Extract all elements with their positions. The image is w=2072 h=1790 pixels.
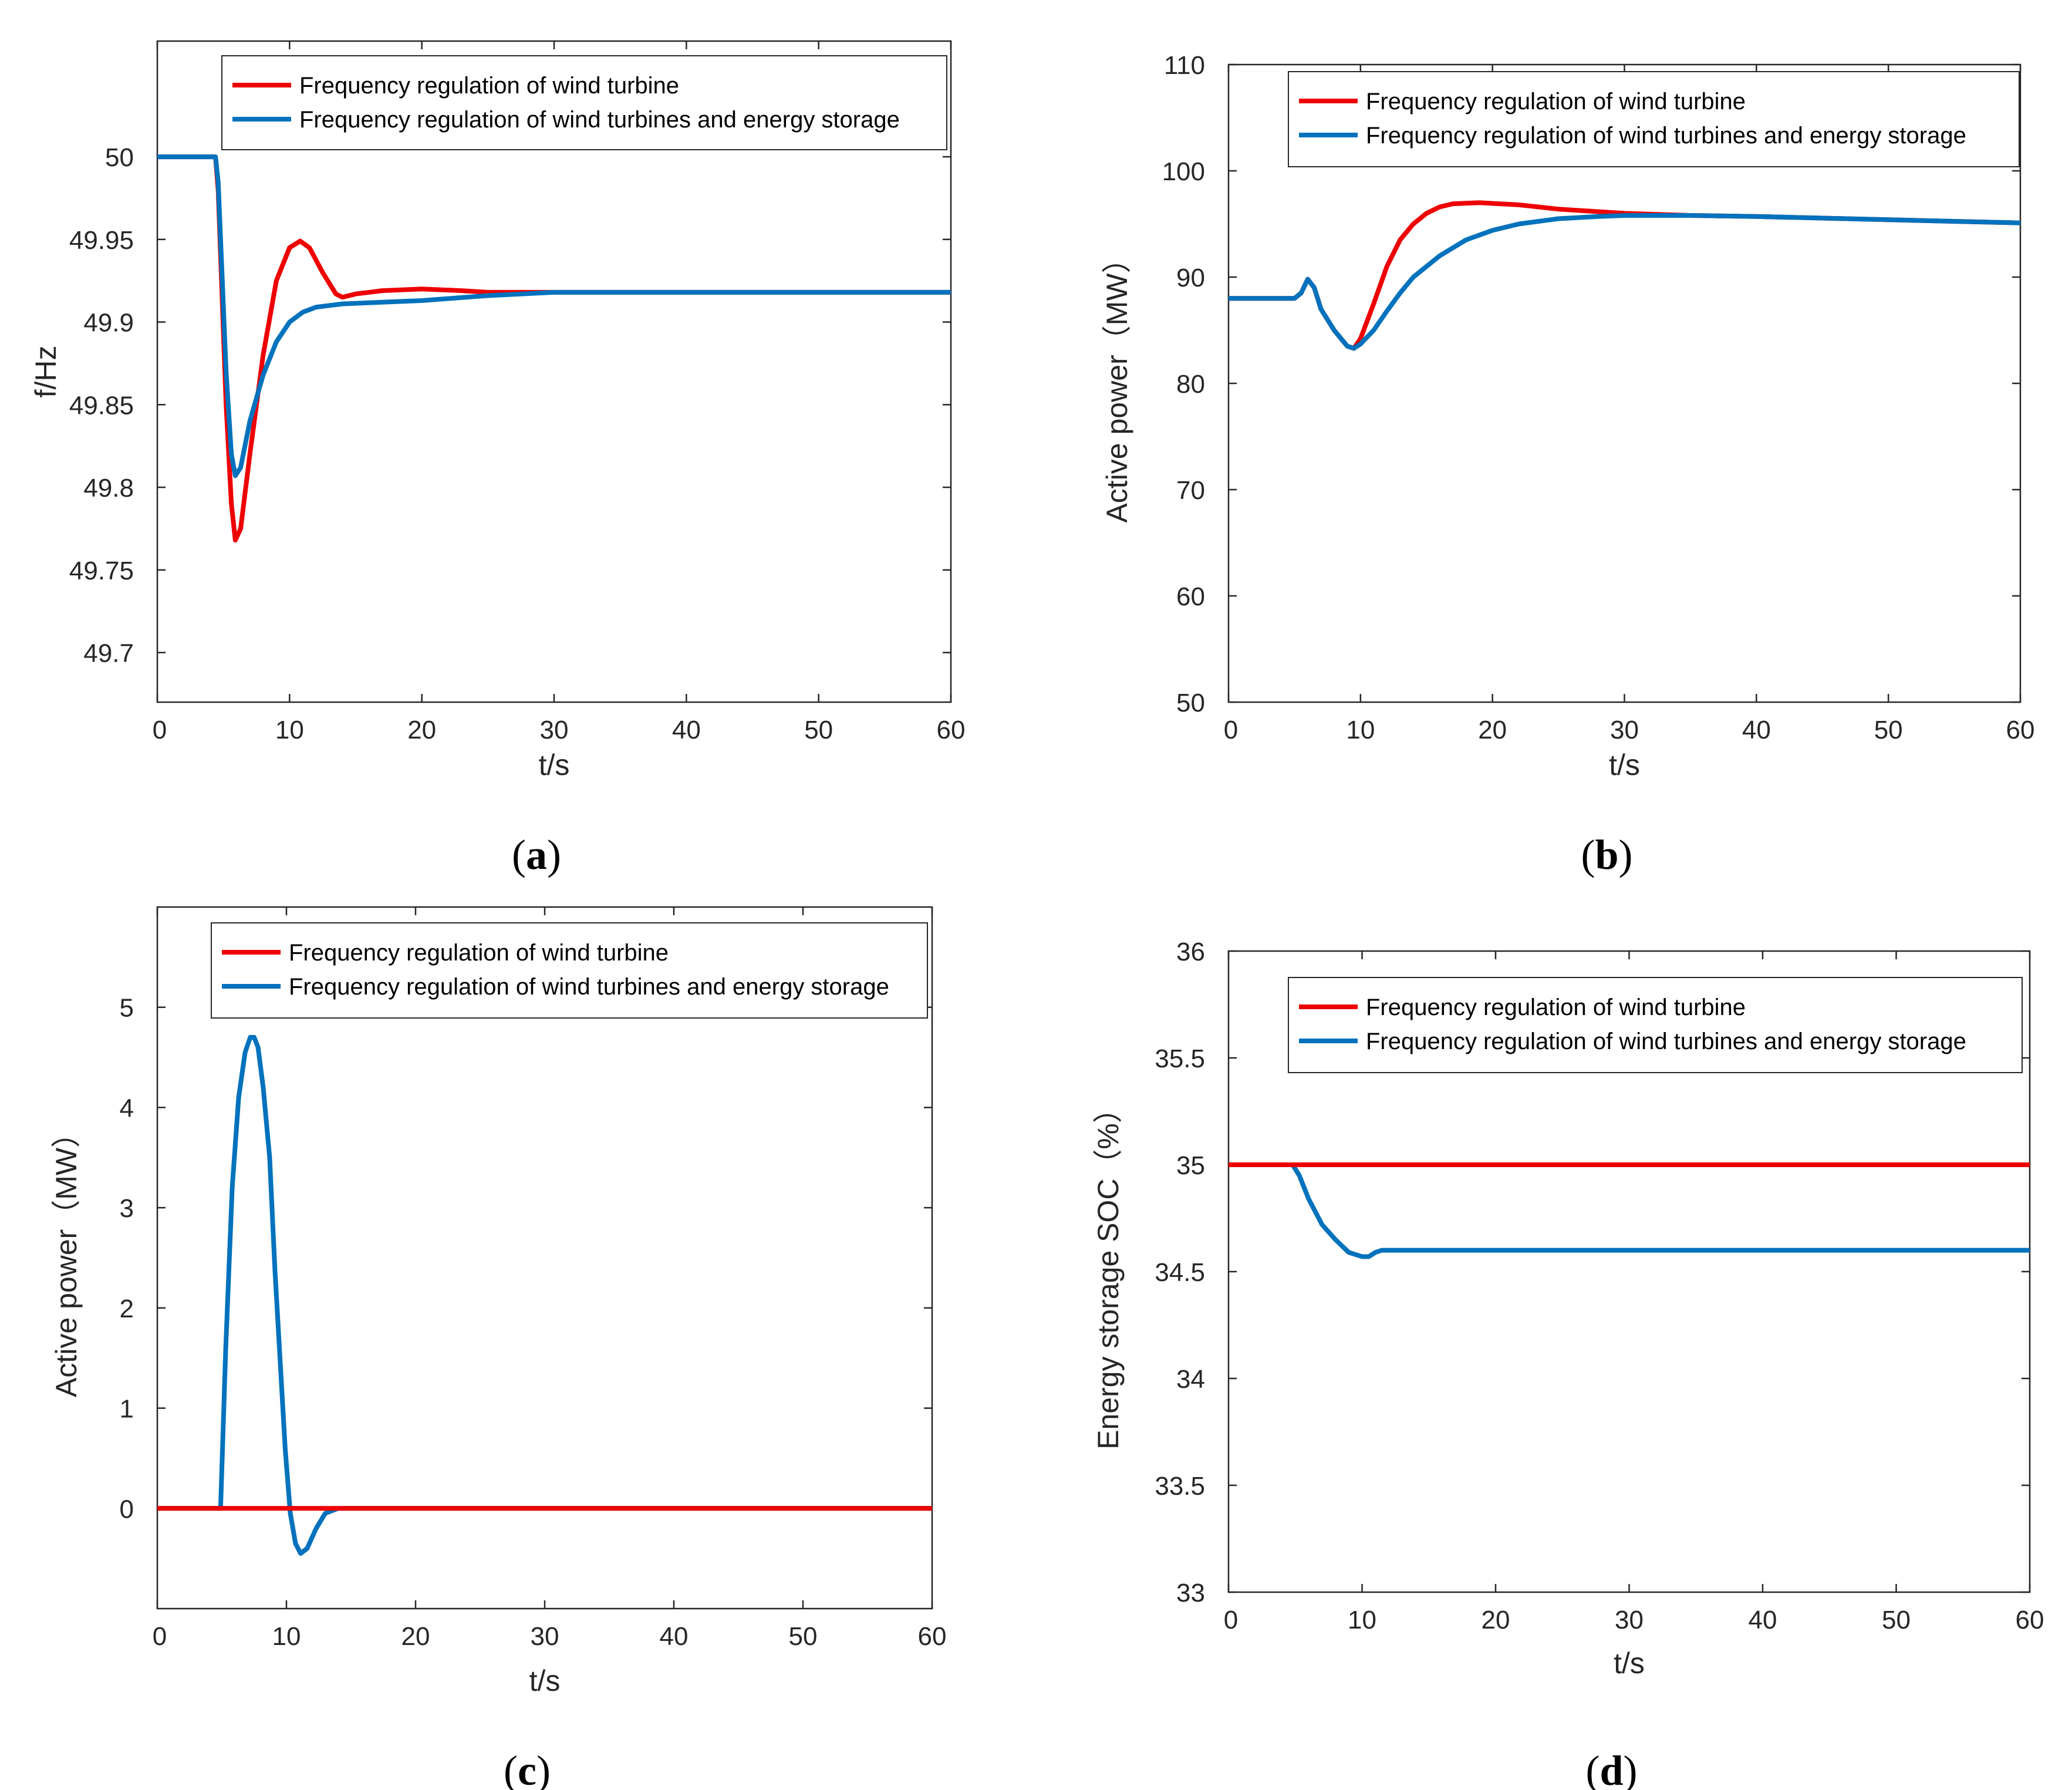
x-tick-label: 0 bbox=[153, 1622, 167, 1651]
panel-caption: (c) bbox=[504, 1747, 551, 1790]
x-tick-label: 40 bbox=[1749, 1606, 1777, 1634]
y-tick-label: 1 bbox=[120, 1395, 134, 1424]
chart-c: 0 10 20 30 40 50 60 0 1 2 3 4 5 t/s Active power（MW） Fr… bbox=[50, 906, 947, 1790]
y-tick-label: 49.7 bbox=[83, 639, 134, 668]
y-tick-label: 50 bbox=[1176, 689, 1205, 717]
legend-label-storage: Frequency regulation of wind turbines an… bbox=[1366, 123, 1966, 149]
series-line-storage bbox=[1229, 1162, 2030, 1259]
x-tick-label: 50 bbox=[789, 1622, 818, 1651]
x-tick-label: 60 bbox=[2006, 716, 2035, 744]
legend-label-wind: Frequency regulation of wind turbine bbox=[299, 73, 679, 99]
series-line-wind bbox=[157, 154, 951, 543]
y-tick-label: 90 bbox=[1176, 264, 1205, 292]
y-tick-label: 49.9 bbox=[83, 309, 134, 338]
series-group bbox=[1229, 1162, 2030, 1259]
legend-label-storage: Frequency regulation of wind turbines an… bbox=[1366, 1029, 1966, 1054]
x-tick-label: 0 bbox=[153, 716, 167, 744]
y-axis-label: Energy storage SOC（%） bbox=[1092, 1094, 1125, 1449]
y-tick-label: 60 bbox=[1176, 582, 1205, 611]
legend: Frequency regulation of wind turbine Freq… bbox=[1288, 977, 2023, 1073]
legend-label-wind: Frequency regulation of wind turbine bbox=[1366, 89, 1746, 114]
series-line-wind bbox=[1229, 200, 2020, 351]
legend-box bbox=[1288, 977, 2023, 1073]
legend: Frequency regulation of wind turbine Freq… bbox=[221, 55, 947, 150]
x-tick-label: 20 bbox=[1478, 716, 1507, 744]
y-tick-label: 35 bbox=[1176, 1151, 1205, 1180]
x-tick-label: 40 bbox=[660, 1622, 689, 1651]
series-line-storage bbox=[1229, 213, 2020, 351]
chart-a: 0 10 20 30 40 50 60 49.7 49.75 49.8 49.85 49.9 49.95… bbox=[29, 40, 966, 878]
x-tick-label: 60 bbox=[937, 716, 966, 744]
x-tick-label: 60 bbox=[918, 1622, 947, 1651]
y-tick-label: 49.8 bbox=[83, 474, 134, 503]
panel-caption: (b) bbox=[1581, 831, 1632, 878]
x-tick-label: 30 bbox=[540, 716, 569, 744]
series-group bbox=[157, 1034, 932, 1556]
legend-label-wind: Frequency regulation of wind turbine bbox=[1366, 995, 1746, 1020]
x-tick-label: 10 bbox=[272, 1622, 301, 1651]
x-tick-label: 10 bbox=[1346, 716, 1375, 744]
y-tick-label: 33.5 bbox=[1155, 1472, 1205, 1501]
y-tick-label: 49.95 bbox=[69, 226, 134, 255]
legend-label-storage: Frequency regulation of wind turbines an… bbox=[299, 107, 900, 133]
y-tick-label: 110 bbox=[1164, 51, 1205, 80]
series-line-storage bbox=[157, 154, 951, 478]
y-axis-label: Active power（MW） bbox=[50, 1118, 83, 1397]
legend: Frequency regulation of wind turbine Freq… bbox=[1288, 71, 2020, 167]
x-tick-label: 30 bbox=[1615, 1606, 1644, 1634]
x-tick-label: 30 bbox=[1610, 716, 1639, 744]
y-tick-label: 2 bbox=[120, 1295, 134, 1323]
y-tick-label: 3 bbox=[120, 1194, 134, 1223]
y-tick-label: 33 bbox=[1176, 1579, 1205, 1607]
y-tick-label: 4 bbox=[120, 1094, 134, 1122]
y-tick-label: 70 bbox=[1176, 476, 1205, 505]
x-tick-label: 40 bbox=[1742, 716, 1771, 744]
y-tick-label: 50 bbox=[105, 143, 134, 172]
x-tick-label: 0 bbox=[1224, 1606, 1238, 1634]
x-axis-label: t/s bbox=[529, 1664, 561, 1697]
y-tick-label: 5 bbox=[120, 994, 134, 1023]
legend: Frequency regulation of wind turbine Freq… bbox=[211, 922, 928, 1019]
x-tick-label: 30 bbox=[531, 1622, 559, 1651]
x-axis-label: t/s bbox=[1609, 749, 1640, 781]
legend-label-storage: Frequency regulation of wind turbines an… bbox=[289, 974, 889, 1000]
x-tick-label: 0 bbox=[1224, 716, 1238, 744]
y-tick-label: 49.85 bbox=[69, 391, 134, 420]
legend-label-wind: Frequency regulation of wind turbine bbox=[289, 940, 669, 966]
x-tick-label: 50 bbox=[1882, 1606, 1911, 1634]
y-tick-label: 34 bbox=[1176, 1365, 1205, 1394]
x-tick-label: 60 bbox=[2016, 1606, 2044, 1634]
series-group bbox=[1229, 200, 2020, 351]
y-tick-label: 80 bbox=[1176, 370, 1205, 399]
legend-box bbox=[1288, 71, 2020, 167]
y-axis-label: Active power（MW） bbox=[1101, 244, 1133, 522]
legend-box bbox=[221, 55, 947, 150]
series-line-storage bbox=[157, 1034, 932, 1556]
y-tick-label: 100 bbox=[1162, 157, 1205, 186]
x-tick-label: 50 bbox=[1874, 716, 1903, 744]
chart-d: 0 10 20 30 40 50 60 33 33.5 34 34.5 35 35.5 36 t/s Ener… bbox=[1092, 938, 2044, 1790]
legend-box bbox=[211, 922, 928, 1019]
x-axis-label: t/s bbox=[539, 749, 570, 781]
x-tick-label: 10 bbox=[275, 716, 304, 744]
x-axis-label: t/s bbox=[1614, 1647, 1645, 1680]
x-tick-label: 20 bbox=[401, 1622, 430, 1651]
x-tick-label: 20 bbox=[407, 716, 436, 744]
x-tick-label: 50 bbox=[804, 716, 833, 744]
y-axis-label: f/Hz bbox=[29, 346, 62, 398]
series-group bbox=[157, 154, 951, 543]
x-tick-label: 40 bbox=[672, 716, 701, 744]
x-tick-label: 10 bbox=[1348, 1606, 1376, 1634]
y-tick-label: 49.75 bbox=[69, 557, 134, 585]
panel-caption: (d) bbox=[1585, 1747, 1637, 1790]
chart-b: 0 10 20 30 40 50 60 50 60 70 80 90 100 110 t/s Active p… bbox=[1101, 51, 2034, 878]
y-tick-label: 34.5 bbox=[1155, 1258, 1205, 1287]
y-tick-label: 36 bbox=[1176, 938, 1205, 966]
y-tick-label: 35.5 bbox=[1155, 1044, 1205, 1073]
panel-caption: (a) bbox=[512, 831, 561, 878]
y-tick-label: 0 bbox=[120, 1495, 134, 1523]
x-tick-label: 20 bbox=[1482, 1606, 1510, 1634]
